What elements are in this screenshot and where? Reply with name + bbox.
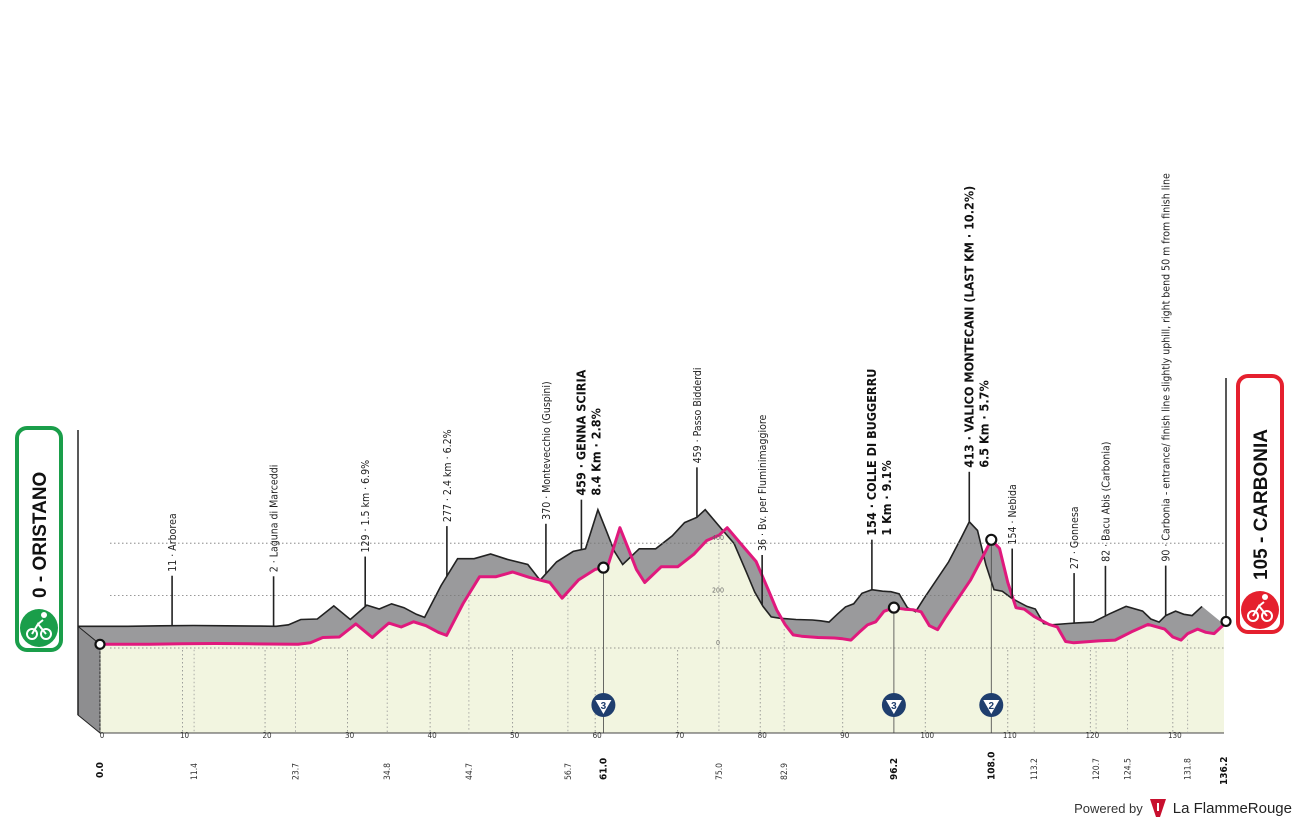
waypoint-label: 413 · VALICO MONTECANI (LAST KM · 10.2%) (961, 186, 976, 468)
finish-dot (1220, 615, 1232, 628)
start-dot (94, 638, 106, 650)
waypoint-km-label: 82.9 (780, 763, 790, 780)
x-tick-label: 60 (593, 731, 603, 740)
kom-category-label: 3 (891, 701, 897, 712)
finish-rider-head (1262, 594, 1268, 600)
flame-rouge-logo-icon (1149, 799, 1166, 817)
waypoint-label: 154 · Nebida (1007, 484, 1019, 544)
kom-triangle-icon (885, 700, 902, 714)
start-km-label: 0.0 (95, 762, 106, 778)
kom-triangle-icon (983, 700, 1000, 714)
waypoint-km-label: 23.7 (292, 763, 302, 780)
waypoint-climb-details: 1 Km · 9.1% (879, 460, 894, 535)
elevation-gridline-label: 400 (712, 534, 724, 542)
waypoint-label: 90 · Carbonia - entrance/ finish line sl… (1161, 173, 1173, 562)
finish-cyclist-icon (1241, 591, 1279, 629)
start-badge (15, 426, 63, 652)
x-tick-label: 120 (1085, 731, 1099, 740)
waypoint-label: 2 · Laguna di Marceddi (269, 465, 281, 573)
x-tick-label: 0 (100, 731, 105, 740)
waypoint-label: 129 · 1.5 km · 6.9% (360, 460, 372, 553)
waypoint-label: 154 · COLLE DI BUGGERRU (864, 369, 879, 536)
waypoint-km-label: 131.8 (1184, 758, 1194, 780)
waypoint-km-label: 96.2 (889, 758, 900, 780)
x-tick-label: 100 (920, 731, 934, 740)
summit-dot (985, 533, 998, 546)
finish-wheel-front (1261, 610, 1273, 622)
kom-category-label: 3 (601, 701, 607, 712)
waypoint-label: 277 · 2.4 km · 6.2% (442, 429, 454, 522)
waypoint-km-label: 11.4 (190, 763, 200, 780)
start-rider-head (41, 612, 47, 618)
start-bike-frame (31, 619, 47, 635)
start-wheel-back (26, 628, 38, 640)
plain-area (100, 527, 1224, 733)
finish-label: 105 - CARBONIA (1251, 429, 1272, 580)
waypoint-label: 459 · Passo Bidderdi (692, 367, 704, 463)
waypoint-climb-details: 8.4 Km · 2.8% (588, 408, 603, 496)
finish-km-label: 136.2 (1219, 757, 1230, 785)
start-wheel-front (40, 628, 52, 640)
summit-dot (887, 601, 900, 614)
x-tick-label: 50 (510, 731, 520, 740)
waypoint-km-label: 124.5 (1123, 758, 1133, 780)
waypoint-label: 11 · Arborea (167, 513, 179, 571)
x-tick-label: 70 (675, 731, 685, 740)
waypoint-km-label: 108.0 (986, 752, 997, 780)
x-tick-label: 80 (758, 731, 768, 740)
powered-by-text: Powered by (1074, 800, 1143, 816)
finish-bike-frame (1252, 601, 1268, 617)
elevation-gridline-label: 200 (712, 587, 724, 595)
waypoint-climb-details: 6.5 Km · 5.7% (976, 380, 991, 468)
waypoint-label: 82 · Bacu Abis (Carbonia) (1100, 442, 1112, 562)
kom-category-label: 2 (988, 701, 994, 712)
mountains-ridge (78, 507, 1203, 628)
waypoint-km-label: 34.8 (383, 763, 393, 780)
x-tick-label: 10 (180, 731, 190, 740)
x-tick-label: 130 (1168, 731, 1182, 740)
waypoint-label: 27 · Gonnesa (1069, 506, 1081, 569)
brand-name: La FlammeRouge (1172, 799, 1292, 817)
elevation-gridline-label: 0 (716, 639, 720, 647)
waypoint-label: 370 · Montevecchio (Guspini) (541, 381, 553, 519)
summit-dot (597, 561, 610, 574)
mountains-area (78, 509, 1224, 645)
route-line (100, 526, 1226, 646)
waypoint-km-label: 75.0 (715, 763, 725, 780)
start-label: 0 - ORISTANO (30, 472, 51, 598)
x-tick-label: 30 (345, 731, 355, 740)
waypoint-label: 36 · Bv. per Fluminimaggiore (757, 414, 769, 550)
waypoint-km-label: 120.7 (1092, 758, 1102, 780)
x-tick-label: 110 (1003, 731, 1017, 740)
x-tick-label: 20 (262, 731, 272, 740)
powered-by: Powered by La FlammeRouge (1074, 797, 1292, 819)
waypoint-km-label: 61.0 (598, 758, 609, 780)
start-cyclist-icon (20, 609, 58, 647)
x-tick-label: 40 (428, 731, 438, 740)
kom-triangle-icon (595, 700, 612, 714)
finish-wheel-back (1247, 610, 1259, 622)
waypoint-km-label: 113.2 (1030, 758, 1040, 780)
x-tick-label: 90 (840, 731, 850, 740)
waypoint-km-label: 44.7 (465, 763, 475, 780)
finish-badge (1236, 374, 1284, 634)
waypoint-km-label: 56.7 (564, 763, 574, 780)
waypoint-label: 459 · GENNA SCIRIA (573, 369, 588, 495)
